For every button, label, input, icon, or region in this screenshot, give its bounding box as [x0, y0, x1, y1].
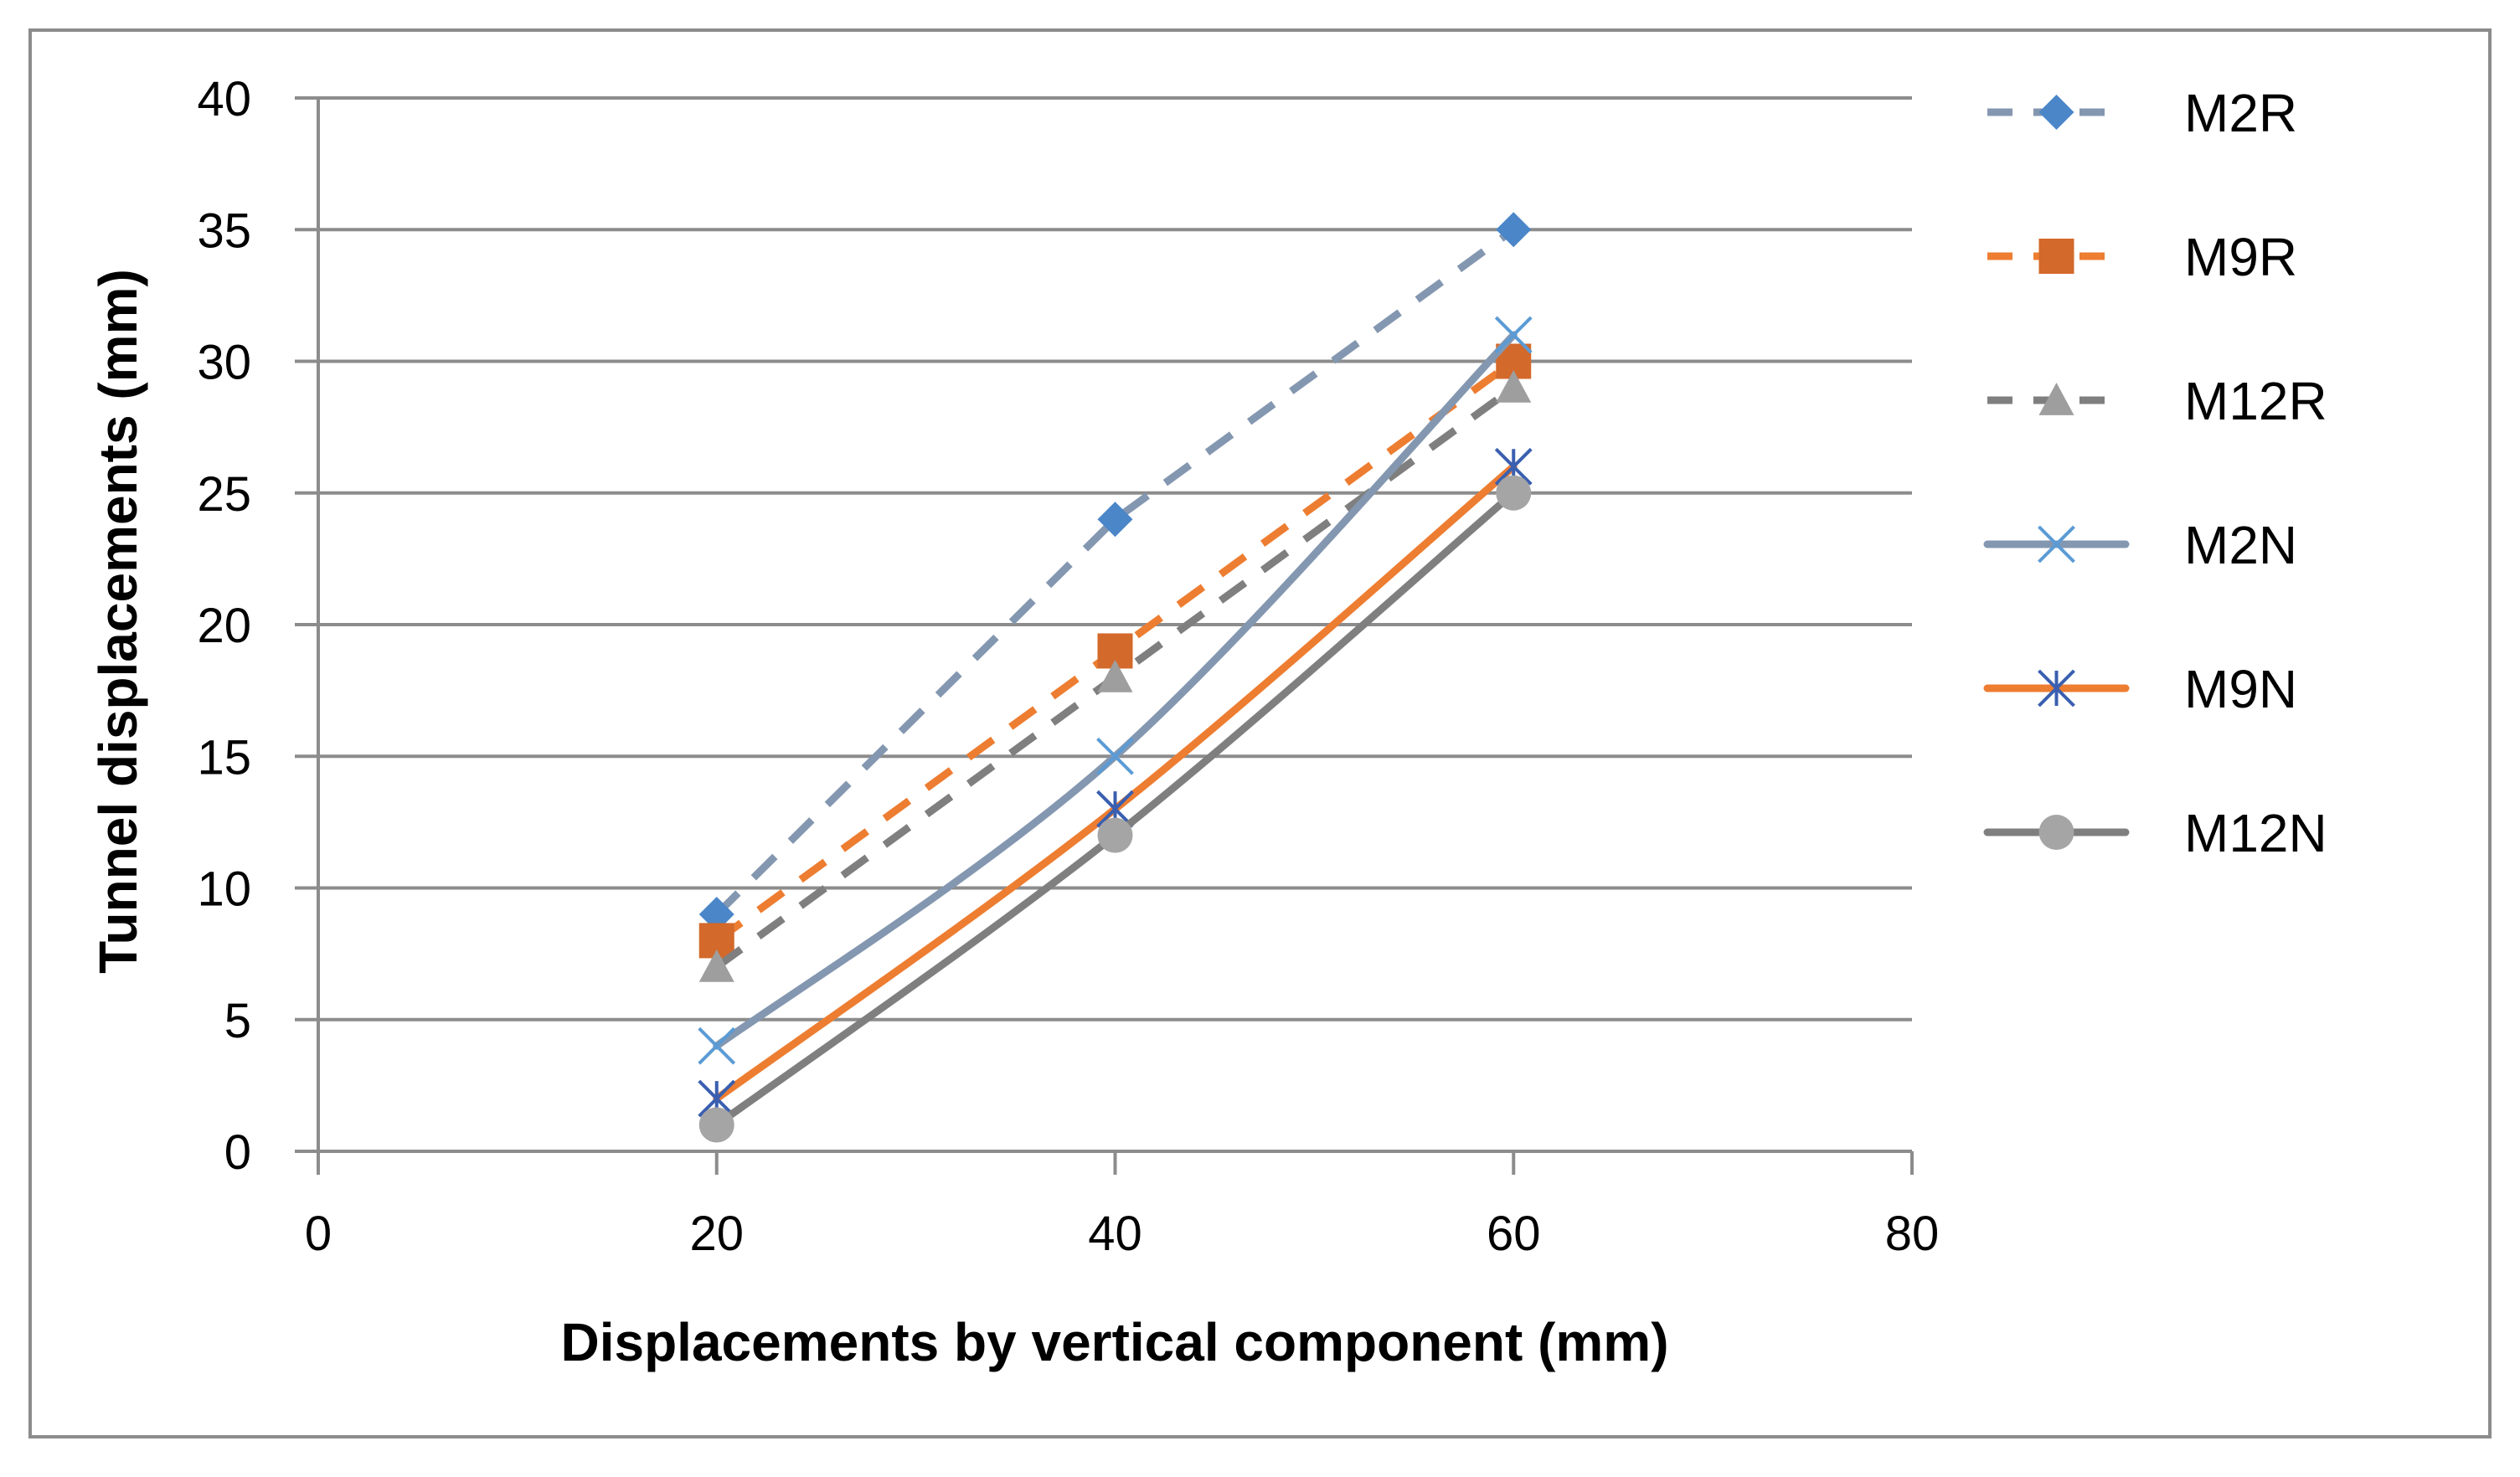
legend-item-m12n: M12N [1983, 803, 2327, 863]
x-tick-label-40: 40 [1088, 1207, 1142, 1261]
gridlines [295, 96, 1912, 1022]
series-m12n [698, 475, 1532, 1143]
y-tick-label-30: 30 [197, 336, 251, 390]
legend-label-m9r: M9R [2184, 227, 2297, 287]
legend-item-m2n: M2N [1983, 515, 2297, 575]
legend-label-m12n: M12N [2184, 803, 2327, 863]
legend-marker-m2n [2038, 525, 2075, 564]
legend-label-m12r: M12R [2184, 371, 2327, 431]
data-point-m12n-40 [1097, 817, 1133, 853]
x-tick-label-0: 0 [305, 1207, 332, 1261]
legend-marker-m2r [2038, 95, 2074, 130]
series-m12r [698, 369, 1532, 982]
series-line-m2r [714, 226, 1516, 918]
y-tick-label-20: 20 [197, 599, 251, 653]
legend-item-m9r: M9R [1987, 227, 2297, 287]
series-m2n [698, 316, 1533, 1065]
legend-marker-m9r [2038, 239, 2074, 274]
data-point-m2r-40 [1097, 502, 1133, 538]
y-tick-label-0: 0 [224, 1125, 251, 1180]
data-point-m12n-20 [698, 1107, 734, 1143]
y-tick-label-35: 35 [197, 203, 251, 258]
legend-marker-m12n [2038, 815, 2074, 850]
y-tick-label-10: 10 [197, 862, 251, 917]
data-point-m12r-40 [1097, 659, 1133, 692]
legend-item-m9n: M9N [1983, 659, 2297, 719]
data-point-m12r-60 [1496, 369, 1532, 403]
legend-marker-m12r [2038, 383, 2074, 415]
x-tick-label-80: 80 [1885, 1207, 1940, 1261]
legend-marker-m9n [2038, 669, 2075, 708]
legend-item-m12r: M12R [1987, 371, 2327, 431]
series-group [698, 212, 1533, 1143]
series-m2r [698, 212, 1532, 932]
x-tick-label-60: 60 [1487, 1207, 1541, 1261]
data-point-m2n-20 [698, 1027, 736, 1065]
legend: M2R M9R M12R M2N M9N M12N [1983, 83, 2327, 863]
data-point-m2n-60 [1494, 316, 1533, 354]
chart-border [28, 28, 2492, 1438]
legend-item-m2r: M2R [1987, 83, 2297, 143]
legend-label-m2r: M2R [2184, 83, 2297, 143]
y-tick-label-40: 40 [197, 72, 251, 126]
y-tick-label-5: 5 [224, 994, 251, 1048]
y-axis-title: Tunnel displacements (mm) [88, 269, 148, 974]
data-point-m2r-60 [1496, 212, 1532, 248]
axes [295, 98, 1914, 1175]
legend-label-m2n: M2N [2184, 515, 2297, 575]
legend-label-m9n: M9N [2184, 659, 2297, 719]
data-point-m12n-60 [1496, 475, 1532, 511]
series-m9n [698, 447, 1533, 1118]
tick-labels: 0 5 10 15 20 25 30 35 40 0 20 40 60 80 [197, 72, 1939, 1261]
data-point-m2n-40 [1096, 737, 1134, 775]
x-tick-label-20: 20 [689, 1207, 744, 1261]
data-point-m12r-20 [698, 949, 734, 982]
x-axis-title: Displacements by vertical component (mm) [560, 1312, 1668, 1372]
y-tick-label-25: 25 [197, 467, 251, 522]
y-tick-label-15: 15 [197, 730, 251, 785]
